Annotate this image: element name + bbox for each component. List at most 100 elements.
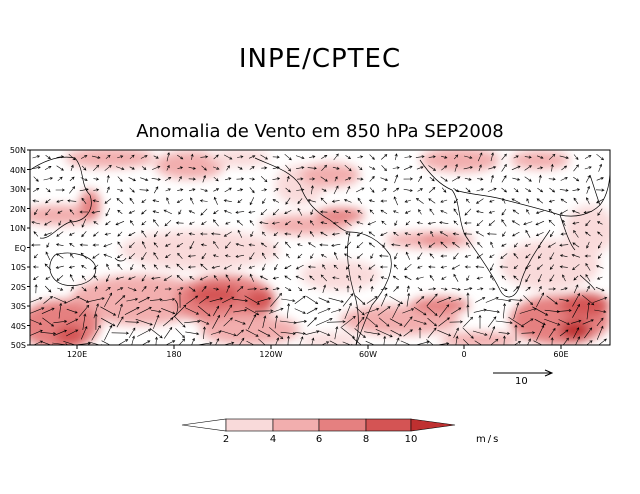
wind-vector [130,264,134,271]
wind-vector [309,220,314,226]
wind-vector [595,286,605,292]
wind-vector [438,304,450,318]
wind-vector [245,329,259,337]
svg-text:EQ: EQ [15,244,26,253]
wind-vector [177,166,184,170]
wind-vector [223,304,233,318]
wind-vector [474,340,485,345]
wind-vector [81,218,87,228]
wind-vector [572,264,580,271]
wind-vector [464,208,472,216]
wind-vector [45,251,51,261]
colorbar-segment-5 [410,418,456,432]
wind-vector [343,219,352,226]
wind-vector [501,243,507,247]
wind-vector [294,308,306,314]
wind-vector [30,307,45,314]
wind-vector [548,219,556,227]
wind-vector [548,177,556,181]
wind-vector [176,287,184,291]
wind-vector [297,230,303,239]
wind-vector [244,295,260,305]
wind-vector [56,231,64,237]
wind-vector [33,176,39,182]
wind-vector [307,166,317,170]
wind-vector [464,155,473,159]
wind-vector [526,209,530,215]
wind-vector [559,329,569,337]
wind-vector [583,210,592,214]
wind-vector [369,154,375,160]
wind-vector [464,221,472,225]
wind-vector [406,292,411,307]
wind-vector [68,232,75,236]
wind-vector [237,166,243,170]
wind-vector [68,265,75,269]
wind-vector [153,314,160,329]
wind-vector [141,252,147,261]
wind-vector [498,331,511,335]
wind-vector [598,241,602,249]
wind-vector [451,264,460,270]
wind-vector [503,302,506,319]
wind-vector [562,219,566,227]
wind-vector [550,163,554,172]
wind-vector [149,298,163,302]
wind-vector [128,327,136,339]
wind-vector [177,154,184,160]
wind-vector [381,220,387,226]
wind-vector [69,274,74,282]
wind-vector [365,307,380,314]
wind-vector [525,188,532,192]
wind-vector [189,276,195,280]
wind-vector [573,327,580,339]
wind-vector [526,198,530,204]
wind-vector [450,297,462,302]
wind-vector [513,265,519,270]
wind-vector [464,265,471,269]
wind-vector [490,338,499,345]
wind-vector [453,327,459,339]
wind-vector [153,285,159,292]
wind-vector [521,331,536,335]
wind-vector [310,185,314,195]
wind-vector [262,315,267,329]
wind-vector [343,253,352,259]
wind-vector [293,319,308,324]
wind-vector [125,320,140,324]
wind-vector [573,176,580,182]
wind-vector [594,309,607,314]
wind-vector [585,220,591,227]
wind-vector [272,177,281,181]
wind-vector [66,308,78,314]
wind-vector [129,220,134,226]
wind-vector [200,243,207,247]
wind-vector [211,265,220,269]
wind-vector [453,252,459,260]
wind-vector [34,209,38,216]
wind-vector [33,276,39,280]
wind-vector [105,220,111,226]
wind-vector [56,165,64,171]
wind-vector [226,165,230,171]
wind-vector [475,231,484,237]
wind-vector [321,341,330,345]
wind-vector [402,308,415,314]
wind-vector [573,164,579,172]
wind-vector [219,330,237,337]
wind-vector [30,297,43,303]
wind-vector [114,295,126,305]
wind-vector [357,210,363,214]
wind-vector [129,154,135,160]
wind-vector [45,155,51,160]
wind-vector [200,208,208,216]
wind-vector [354,295,366,305]
wind-vector [260,154,269,160]
wind-vector [177,252,183,259]
wind-vector [165,265,171,269]
reference-vector [493,369,554,377]
wind-vector [586,301,591,320]
wind-vector [117,231,123,237]
wind-vector [225,177,232,181]
